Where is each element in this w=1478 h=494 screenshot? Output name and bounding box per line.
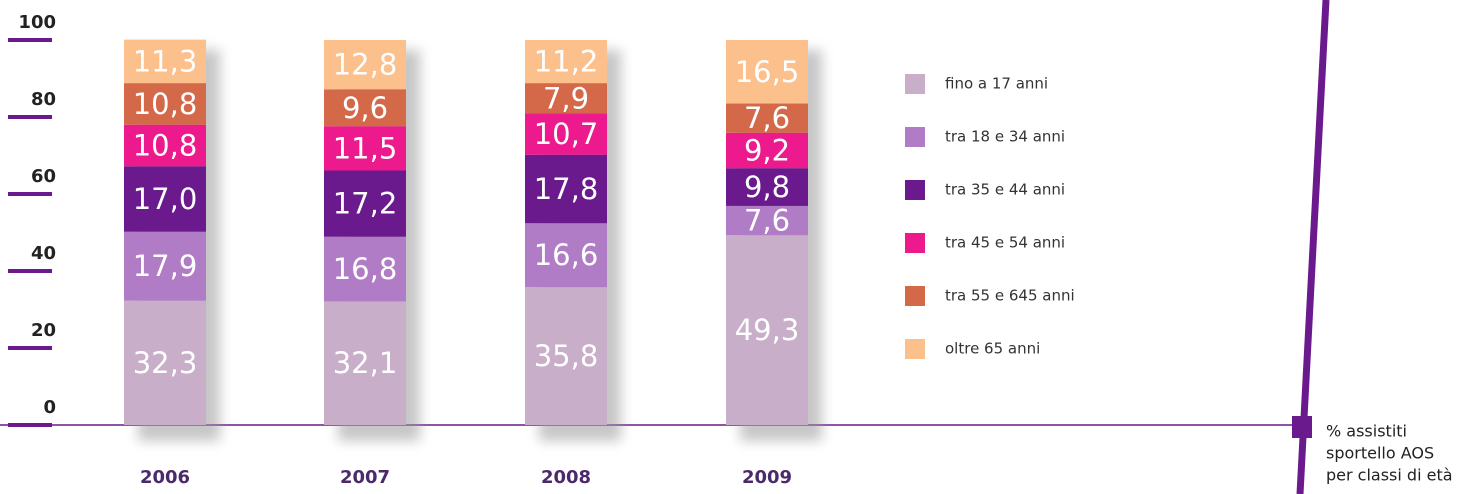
value-label: 10,7: [534, 117, 599, 151]
value-label: 7,6: [744, 204, 790, 238]
bar-segment: [124, 300, 206, 425]
legend-swatch: [905, 286, 925, 306]
value-label: 32,3: [133, 346, 198, 380]
bar-segment: [124, 166, 206, 232]
bar-segment: [525, 83, 607, 114]
value-label: 16,8: [333, 252, 398, 286]
x-tick-label: 2007: [340, 467, 390, 488]
legend-label: oltre 65 anni: [945, 340, 1040, 358]
legend-swatch: [905, 74, 925, 94]
value-label: 9,2: [744, 133, 790, 167]
legend-label: fino a 17 anni: [945, 75, 1048, 93]
value-label: 12,8: [333, 48, 398, 82]
x-tick-label: 2008: [541, 467, 591, 488]
bar-segment: [726, 235, 808, 425]
x-tick-label: 2009: [742, 467, 792, 488]
bar-segment: [324, 301, 406, 425]
decor-line: [1296, 0, 1330, 494]
bar-segment: [726, 205, 808, 236]
bar-segment: [324, 89, 406, 127]
y-tick-label: 40: [31, 243, 56, 264]
legend-swatch: [905, 233, 925, 253]
value-label: 16,6: [534, 238, 599, 272]
bar-segment: [726, 168, 808, 206]
value-label: 49,3: [735, 313, 800, 347]
value-label: 9,6: [342, 91, 388, 125]
value-label: 9,8: [744, 170, 790, 204]
bar-segment: [124, 83, 206, 125]
value-label: 17,8: [534, 172, 599, 206]
bar-segment: [324, 40, 406, 90]
decor-square: [1292, 416, 1312, 438]
legend-label: tra 45 e 54 anni: [945, 234, 1065, 252]
bar-segment: [324, 170, 406, 237]
legend-swatch: [905, 180, 925, 200]
value-label: 11,3: [133, 44, 198, 78]
value-label: 10,8: [133, 128, 198, 162]
value-label: 7,9: [543, 81, 589, 115]
value-label: 10,8: [133, 87, 198, 121]
y-tick-label: 20: [31, 320, 56, 341]
value-label: 17,0: [133, 182, 198, 216]
bar-segment: [124, 231, 206, 301]
bar-segment: [525, 223, 607, 288]
value-label: 16,5: [735, 55, 800, 89]
value-label: 11,2: [534, 45, 599, 79]
bar-segment: [525, 40, 607, 84]
legend-label: tra 18 e 34 anni: [945, 128, 1065, 146]
y-tick-label: 100: [18, 12, 56, 33]
value-label: 11,5: [333, 131, 398, 165]
annotation: % assistiti: [1326, 422, 1407, 441]
annotation: per classi di età: [1326, 466, 1453, 485]
value-label: 32,1: [333, 346, 398, 380]
y-tick-label: 0: [43, 397, 56, 418]
legend-label: tra 55 e 645 anni: [945, 287, 1075, 305]
value-label: 35,8: [534, 339, 599, 373]
legend-swatch: [905, 339, 925, 359]
legend-swatch: [905, 127, 925, 147]
value-label: 7,6: [744, 101, 790, 135]
value-label: 17,9: [133, 249, 198, 283]
legend-label: tra 35 e 44 anni: [945, 181, 1065, 199]
bar-segment: [726, 132, 808, 169]
y-tick-label: 60: [31, 166, 56, 187]
bar-segment: [525, 154, 607, 224]
annotation: sportello AOS: [1326, 444, 1434, 463]
bar-segment: [525, 113, 607, 155]
x-tick-label: 2006: [140, 467, 190, 488]
bar-segment: [324, 236, 406, 302]
y-tick-label: 80: [31, 89, 56, 110]
bar-segment: [726, 103, 808, 133]
bar-segment: [324, 126, 406, 171]
bar-segment: [525, 287, 607, 425]
value-label: 17,2: [333, 187, 398, 221]
bar-segment: [124, 39, 206, 84]
bar-segment: [124, 124, 206, 167]
bar-segment: [726, 40, 808, 104]
